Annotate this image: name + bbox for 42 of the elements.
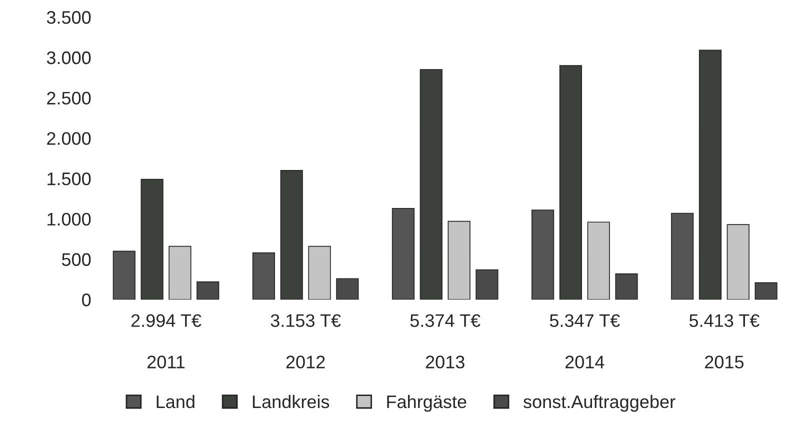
- y-tick-label: 3.500: [46, 11, 91, 24]
- bar: [168, 246, 192, 300]
- x-tick-label: 2015: [705, 356, 744, 368]
- legend-label: Landkreis: [252, 394, 330, 408]
- x-tick-label: 2011: [148, 356, 185, 368]
- y-tick-label: 0: [82, 294, 91, 306]
- bar: [252, 252, 275, 300]
- bar: [559, 65, 582, 300]
- bar: [531, 210, 554, 300]
- bar: [420, 69, 442, 300]
- bar: [448, 220, 470, 300]
- text: 5.374 T€: [410, 314, 480, 327]
- bar: [587, 222, 610, 300]
- text: 3.153 T€: [270, 314, 341, 327]
- bar: [112, 250, 136, 300]
- bar: [671, 212, 694, 300]
- bar: [336, 278, 359, 300]
- legend-label: Fahrgäste: [387, 394, 466, 412]
- x-tick-label: 2013: [426, 356, 464, 368]
- y-tick-label: 3.000: [46, 51, 91, 64]
- bar: [476, 269, 498, 300]
- bar: [754, 282, 778, 300]
- y-tick-label: 2.500: [47, 92, 91, 105]
- x-tick-label: 2012: [286, 356, 325, 368]
- bar: [280, 170, 303, 300]
- bar: [308, 246, 331, 300]
- text: 5.347 T€: [550, 314, 620, 327]
- y-tick-label: 1.000: [48, 212, 91, 226]
- legend-label: Land: [156, 394, 194, 408]
- bar: [140, 178, 164, 300]
- bar: [726, 224, 750, 300]
- bar: [196, 281, 220, 300]
- legend-label: sonst.Auftraggeber: [523, 394, 676, 412]
- text: 5.413 T€: [689, 314, 760, 327]
- y-tick-label: 1.500: [48, 172, 91, 186]
- x-tick-label: 2014: [565, 356, 604, 368]
- y-tick-label: 500: [62, 253, 91, 266]
- bar: [392, 208, 415, 300]
- bar: [615, 273, 638, 300]
- text: 2.994 T€: [131, 314, 202, 327]
- bar: [698, 50, 722, 300]
- y-tick-label: 2.000: [47, 132, 91, 145]
